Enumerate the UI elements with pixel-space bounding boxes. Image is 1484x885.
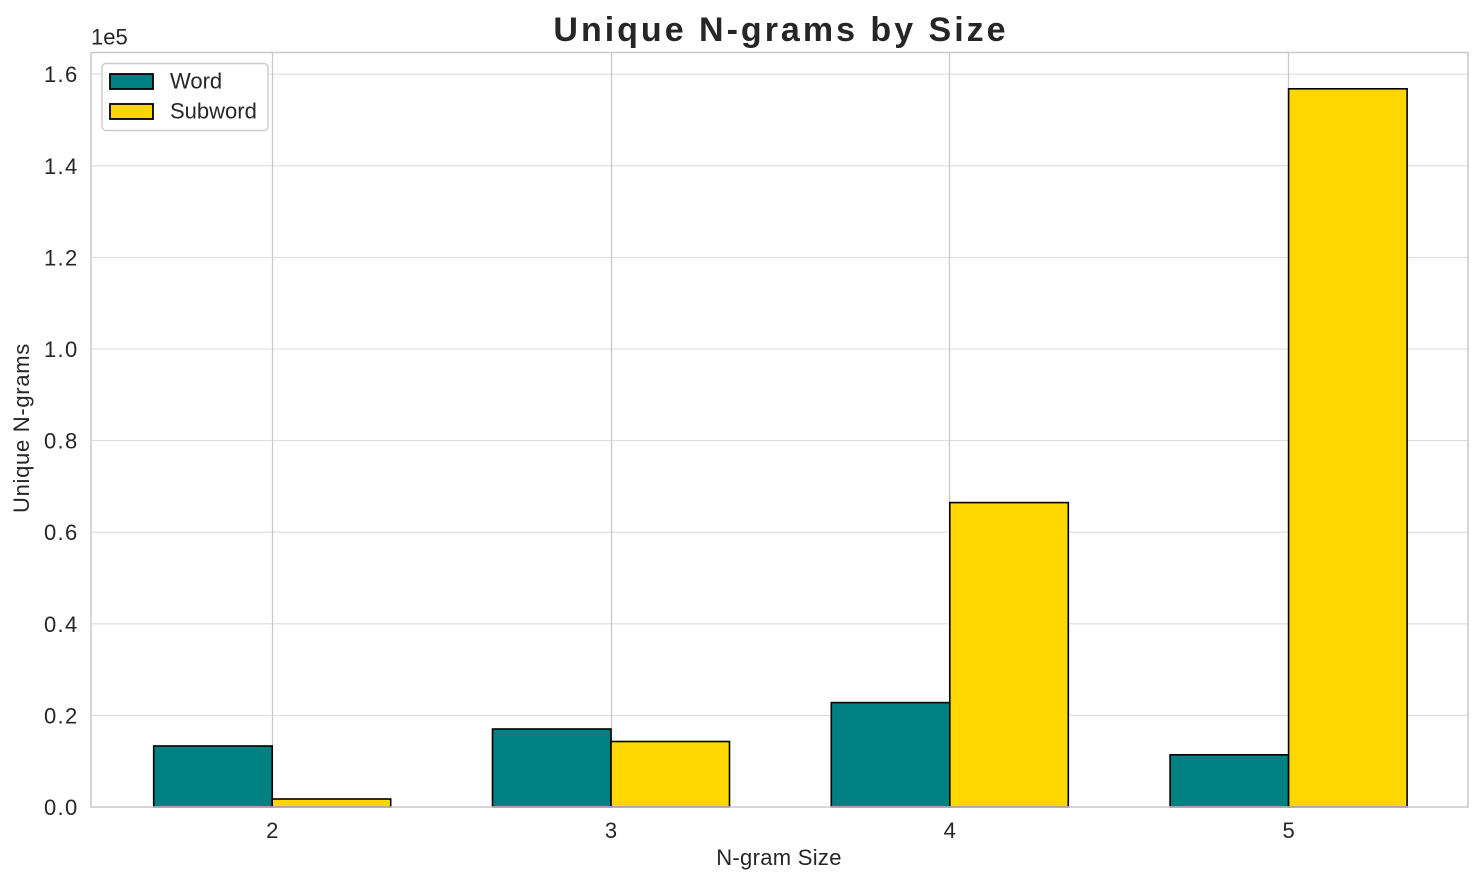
svg-text:1.2: 1.2 xyxy=(44,245,78,270)
svg-text:0.2: 0.2 xyxy=(44,703,78,728)
svg-text:5: 5 xyxy=(1282,818,1294,843)
svg-text:0.6: 0.6 xyxy=(44,520,78,545)
svg-text:Unique N-grams: Unique N-grams xyxy=(9,343,34,513)
svg-text:1.4: 1.4 xyxy=(44,154,78,179)
svg-text:Unique N-grams by Size: Unique N-grams by Size xyxy=(553,11,1008,49)
svg-text:1.6: 1.6 xyxy=(44,62,78,87)
svg-text:4: 4 xyxy=(944,818,956,843)
svg-text:0.4: 0.4 xyxy=(44,612,78,637)
svg-text:3: 3 xyxy=(605,818,617,843)
svg-text:2: 2 xyxy=(266,818,278,843)
svg-text:Subword: Subword xyxy=(170,99,257,124)
svg-text:N-gram Size: N-gram Size xyxy=(716,845,842,870)
svg-text:0.8: 0.8 xyxy=(44,429,78,454)
svg-text:1.0: 1.0 xyxy=(44,337,78,362)
svg-text:Word: Word xyxy=(170,69,222,94)
svg-text:1e5: 1e5 xyxy=(91,25,128,50)
svg-text:0.0: 0.0 xyxy=(44,795,78,820)
